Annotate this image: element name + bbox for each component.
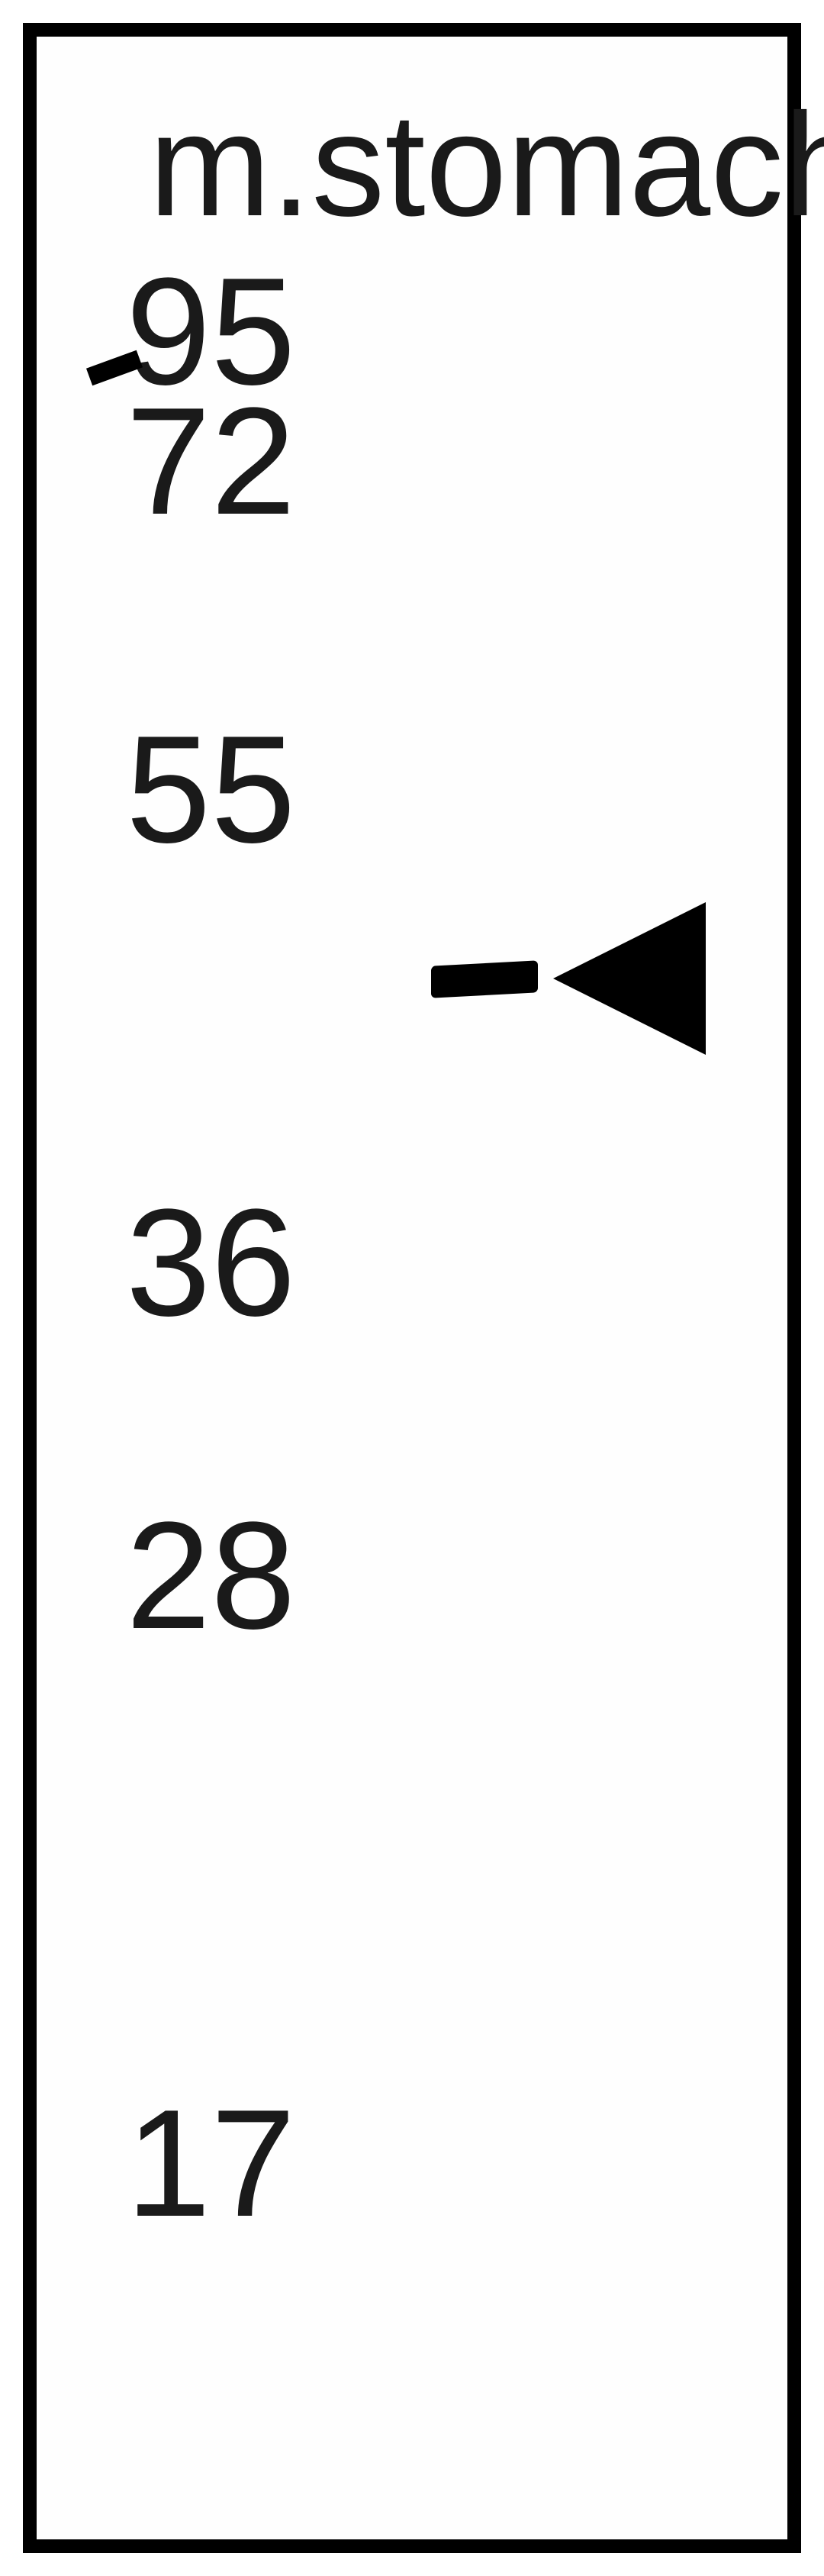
mw-label-17: 17: [126, 2076, 295, 2252]
mw-label-72: 72: [126, 374, 295, 550]
mw-label-36: 36: [126, 1175, 295, 1351]
band-arrow-icon: [553, 902, 706, 1055]
mw-label-28: 28: [126, 1488, 295, 1664]
detected-band: [431, 960, 538, 998]
mw-label-55: 55: [126, 702, 295, 878]
lane-title: m.stomach: [149, 80, 824, 249]
